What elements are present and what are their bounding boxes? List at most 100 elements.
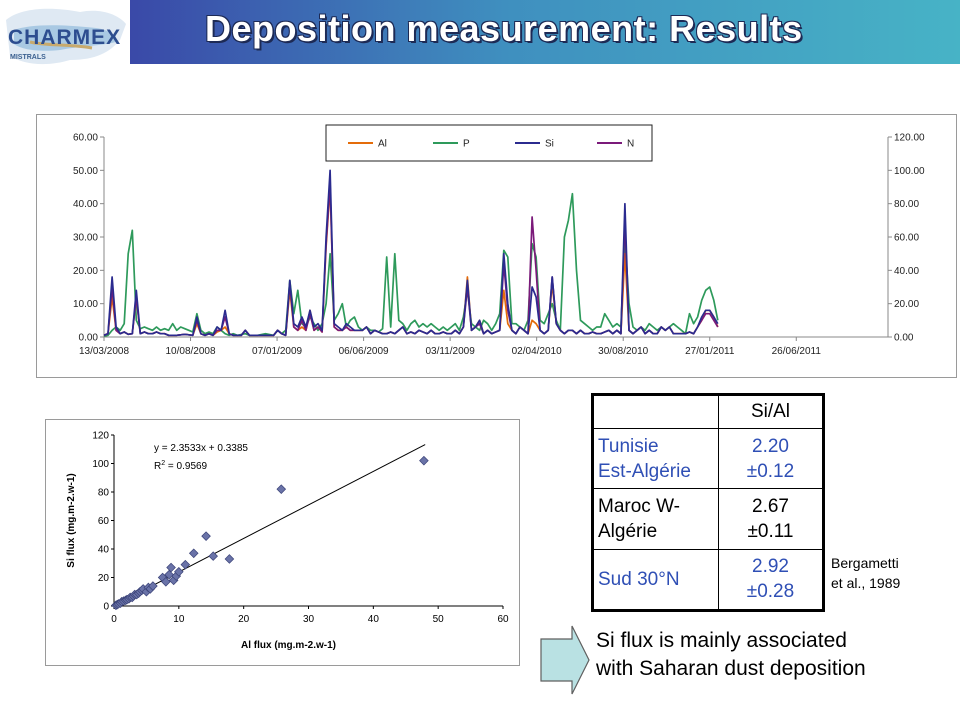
x-tick-label: 26/06/2011 bbox=[772, 346, 822, 357]
table-header-si-al: Si/Al bbox=[718, 394, 824, 429]
scatter-y-tick-label: 120 bbox=[92, 431, 109, 442]
scatter-x-axis-title: Al flux (mg.m-2.w-1) bbox=[241, 640, 336, 651]
citation-line: et al., 1989 bbox=[831, 575, 901, 591]
legend-label-al: Al bbox=[378, 139, 387, 150]
scatter-x-tick-label: 50 bbox=[433, 614, 445, 625]
region-line: Maroc W- bbox=[598, 495, 680, 517]
x-tick-label: 02/04/2010 bbox=[512, 346, 562, 357]
time-series-chart-frame: 0.00 10.00 20.00 30.00 40.00 50.00 60.00 0.00 20… bbox=[36, 114, 957, 378]
ratio-value: 2.92 bbox=[752, 556, 789, 578]
y-right-tick-label: 20.00 bbox=[894, 299, 919, 310]
x-tick-label: 06/06/2009 bbox=[339, 346, 389, 357]
x-tick-label: 30/08/2010 bbox=[598, 346, 648, 357]
scatter-x-tick-label: 30 bbox=[303, 614, 315, 625]
scatter-chart-frame: 0 20 40 60 80 100 120 0 10 20 30 40 50 60 Al flux (mg.… bbox=[45, 419, 520, 666]
scatter-point bbox=[188, 548, 199, 559]
citation-line: Bergametti bbox=[831, 555, 899, 571]
y-right-tick-label: 60.00 bbox=[894, 233, 919, 244]
r-squared-exponent: 2 bbox=[161, 460, 165, 467]
r-squared-value: = 0.9569 bbox=[165, 461, 207, 472]
scatter-point bbox=[276, 484, 287, 494]
y-left-tick-label: 0.00 bbox=[79, 333, 99, 344]
y-left-tick-label: 30.00 bbox=[73, 233, 98, 244]
scatter-point bbox=[208, 551, 218, 561]
table-row: Tunisie Est-Algérie 2.20 ±0.12 bbox=[592, 427, 824, 490]
conclusion-line: with Saharan dust deposition bbox=[596, 657, 866, 680]
arrow-shape bbox=[540, 625, 590, 695]
legend-label-p: P bbox=[463, 139, 470, 150]
logo-subtitle: MISTRALS bbox=[10, 54, 46, 61]
ratio-error: ±0.28 bbox=[746, 581, 795, 603]
charmex-logo: CHARMEX MISTRALS bbox=[0, 0, 130, 76]
ratio-value: 2.67 bbox=[752, 495, 789, 517]
x-tick-label: 07/01/2009 bbox=[252, 346, 302, 357]
region-line: Sud 30°N bbox=[598, 568, 680, 590]
scatter-point bbox=[161, 576, 171, 587]
series-line-p bbox=[103, 192, 719, 338]
region-line: Est-Algérie bbox=[598, 460, 691, 482]
ratio-cell: 2.20 ±0.12 bbox=[718, 427, 824, 490]
y-right-tick-label: 120.00 bbox=[894, 133, 925, 144]
scatter-point bbox=[419, 455, 429, 466]
y-right-tick-label: 100.00 bbox=[894, 166, 925, 177]
slide-title: Deposition measurement: Results bbox=[205, 8, 803, 49]
logo-wordmark: CHARMEX bbox=[8, 26, 122, 49]
region-line: Algérie bbox=[598, 520, 658, 542]
table-row: Maroc W- Algérie 2.67 ±0.11 bbox=[592, 488, 824, 550]
scatter-point bbox=[201, 531, 211, 541]
y-left-tick-label: 40.00 bbox=[73, 199, 98, 210]
y-right-tick-label: 80.00 bbox=[894, 199, 919, 210]
region-line: Tunisie bbox=[598, 435, 659, 457]
conclusion-line: Si flux is mainly associated bbox=[596, 629, 847, 652]
table-row: Sud 30°N 2.92 ±0.28 bbox=[592, 548, 824, 612]
r-squared-label: R2 = 0.9569 bbox=[154, 460, 208, 472]
chart-legend: Al P Si N bbox=[325, 124, 653, 162]
y-right-tick-label: 0.00 bbox=[894, 333, 914, 344]
ratio-cell: 2.92 ±0.28 bbox=[718, 548, 824, 612]
y-right-tick-label: 40.00 bbox=[894, 266, 919, 277]
scatter-point bbox=[180, 559, 191, 570]
x-tick-label: 27/01/2011 bbox=[685, 346, 735, 357]
scatter-x-tick-label: 20 bbox=[238, 614, 250, 625]
scatter-y-tick-label: 0 bbox=[103, 602, 109, 613]
scatter-y-tick-label: 100 bbox=[92, 459, 109, 470]
scatter-y-tick-label: 20 bbox=[98, 573, 110, 584]
scatter-x-tick-label: 40 bbox=[368, 614, 380, 625]
table-header-row: Si/Al bbox=[592, 394, 824, 429]
scatter-point bbox=[148, 581, 158, 591]
scatter-x-tick-label: 10 bbox=[173, 614, 185, 625]
ratio-value: 2.20 bbox=[752, 435, 789, 457]
ratio-cell: 2.67 ±0.11 bbox=[718, 488, 824, 550]
legend-label-n: N bbox=[627, 139, 634, 150]
scatter-y-tick-label: 40 bbox=[98, 545, 110, 556]
citation: Bergametti et al., 1989 bbox=[831, 553, 900, 593]
scatter-y-tick-label: 60 bbox=[98, 516, 110, 527]
region-cell: Tunisie Est-Algérie bbox=[592, 427, 719, 490]
r-squared-letter: R bbox=[154, 461, 161, 472]
ratio-error: ±0.12 bbox=[746, 460, 795, 482]
y-left-tick-label: 60.00 bbox=[73, 133, 98, 144]
region-cell: Sud 30°N bbox=[592, 548, 719, 612]
y-left-tick-label: 10.00 bbox=[73, 299, 98, 310]
x-tick-label: 03/11/2009 bbox=[425, 346, 475, 357]
scatter-point bbox=[224, 554, 235, 564]
x-tick-label: 10/08/2008 bbox=[166, 346, 216, 357]
y-left-tick-label: 20.00 bbox=[73, 266, 98, 277]
scatter-y-tick-label: 80 bbox=[98, 488, 110, 499]
time-series-chart: 0.00 10.00 20.00 30.00 40.00 50.00 60.00 0.00 20… bbox=[73, 124, 925, 357]
trendline-equation: y = 2.3533x + 0.3385 bbox=[154, 443, 248, 454]
scatter-x-tick-label: 60 bbox=[497, 614, 509, 625]
conclusion-text: Si flux is mainly associated with Sahara… bbox=[596, 627, 866, 683]
scatter-x-tick-label: 0 bbox=[111, 614, 117, 625]
si-al-ratio-table: Si/Al Tunisie Est-Algérie 2.20 ±0.12 Mar… bbox=[591, 393, 825, 612]
table-corner-cell bbox=[592, 394, 719, 429]
scatter-point bbox=[164, 569, 174, 580]
series-line-si bbox=[103, 169, 719, 337]
region-cell: Maroc W- Algérie bbox=[592, 488, 719, 550]
y-left-tick-label: 50.00 bbox=[73, 166, 98, 177]
legend-label-si: Si bbox=[545, 139, 554, 150]
right-arrow-icon bbox=[540, 625, 590, 695]
scatter-y-axis-title: Si flux (mg.m-2.w-1) bbox=[66, 473, 77, 567]
scatter-point bbox=[166, 562, 176, 573]
ratio-error: ±0.11 bbox=[747, 520, 794, 542]
